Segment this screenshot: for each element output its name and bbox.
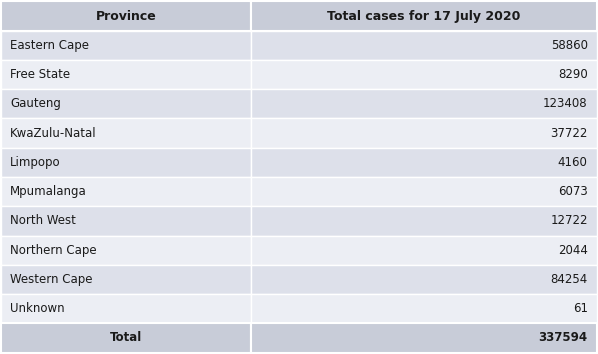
FancyBboxPatch shape: [251, 206, 597, 235]
FancyBboxPatch shape: [251, 89, 597, 119]
FancyBboxPatch shape: [1, 323, 251, 353]
Text: 123408: 123408: [543, 97, 588, 110]
Text: Western Cape: Western Cape: [10, 273, 93, 286]
Text: Limpopo: Limpopo: [10, 156, 61, 169]
FancyBboxPatch shape: [1, 177, 251, 206]
FancyBboxPatch shape: [1, 206, 251, 235]
Text: 2044: 2044: [558, 244, 588, 257]
FancyBboxPatch shape: [251, 31, 597, 60]
Text: 37722: 37722: [550, 127, 588, 139]
FancyBboxPatch shape: [1, 148, 251, 177]
Text: Northern Cape: Northern Cape: [10, 244, 97, 257]
FancyBboxPatch shape: [251, 60, 597, 89]
FancyBboxPatch shape: [1, 31, 251, 60]
FancyBboxPatch shape: [1, 89, 251, 119]
FancyBboxPatch shape: [1, 235, 251, 265]
Text: 12722: 12722: [550, 215, 588, 227]
Text: Province: Province: [96, 10, 157, 23]
FancyBboxPatch shape: [1, 119, 251, 148]
Text: Gauteng: Gauteng: [10, 97, 61, 110]
Text: 337594: 337594: [539, 331, 588, 344]
Text: North West: North West: [10, 215, 76, 227]
Text: Total: Total: [110, 331, 142, 344]
FancyBboxPatch shape: [251, 265, 597, 294]
FancyBboxPatch shape: [1, 1, 251, 31]
FancyBboxPatch shape: [251, 119, 597, 148]
Text: Total cases for 17 July 2020: Total cases for 17 July 2020: [327, 10, 521, 23]
FancyBboxPatch shape: [251, 235, 597, 265]
Text: 58860: 58860: [551, 39, 588, 52]
Text: Free State: Free State: [10, 68, 71, 81]
FancyBboxPatch shape: [251, 323, 597, 353]
Text: 4160: 4160: [558, 156, 588, 169]
FancyBboxPatch shape: [1, 294, 251, 323]
FancyBboxPatch shape: [251, 148, 597, 177]
Text: Mpumalanga: Mpumalanga: [10, 185, 87, 198]
FancyBboxPatch shape: [251, 1, 597, 31]
Text: Unknown: Unknown: [10, 302, 65, 315]
FancyBboxPatch shape: [251, 294, 597, 323]
Text: Eastern Cape: Eastern Cape: [10, 39, 89, 52]
Text: 8290: 8290: [558, 68, 588, 81]
FancyBboxPatch shape: [1, 265, 251, 294]
Text: KwaZulu-Natal: KwaZulu-Natal: [10, 127, 97, 139]
Text: 61: 61: [573, 302, 588, 315]
Text: 84254: 84254: [550, 273, 588, 286]
Text: 6073: 6073: [558, 185, 588, 198]
FancyBboxPatch shape: [251, 177, 597, 206]
FancyBboxPatch shape: [1, 60, 251, 89]
